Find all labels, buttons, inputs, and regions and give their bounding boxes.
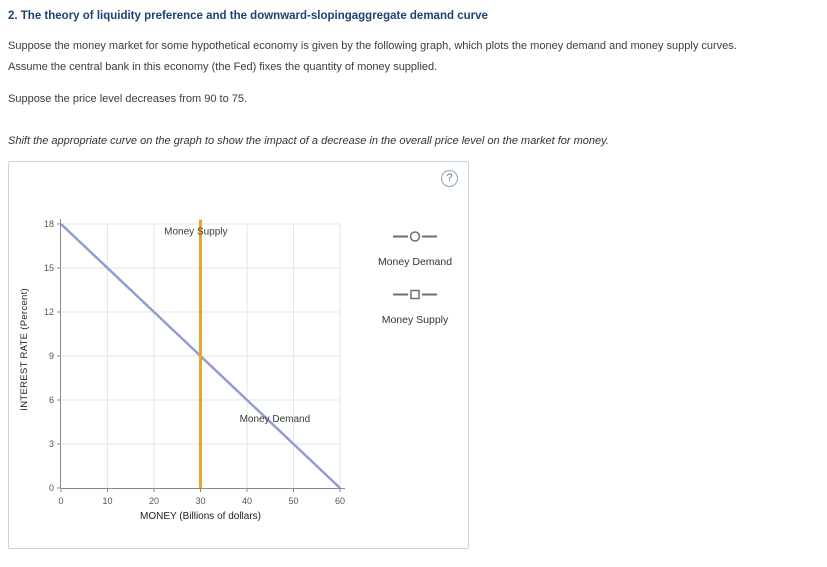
money-demand-handle-icon bbox=[393, 231, 437, 242]
graph-panel: ? INTEREST RATE (Percent) 0 10 20 30 40 50 60 0… bbox=[8, 161, 469, 549]
x-tick-label: 50 bbox=[288, 496, 298, 506]
legend-item-money-demand: Money Demand bbox=[378, 230, 452, 268]
legend-label-money-demand: Money Demand bbox=[377, 256, 453, 268]
y-tick-label: 15 bbox=[44, 263, 54, 273]
x-tick-label: 10 bbox=[102, 496, 112, 506]
chart-legend: Money Demand Money Supply bbox=[367, 210, 463, 346]
y-tick-label: 3 bbox=[49, 439, 54, 449]
x-tick-label: 20 bbox=[149, 496, 159, 506]
intro-paragraph-line2: Assume the central bank in this economy … bbox=[8, 61, 438, 73]
y-tick-label: 18 bbox=[44, 219, 54, 229]
legend-item-money-supply: Money Supply bbox=[381, 288, 449, 326]
money-demand-curve-label: Money Demand bbox=[240, 414, 311, 425]
y-tick-label: 12 bbox=[44, 307, 54, 317]
x-tick-label: 40 bbox=[242, 496, 252, 506]
help-icon[interactable]: ? bbox=[441, 170, 458, 187]
y-tick-label: 6 bbox=[49, 395, 54, 405]
price-level-paragraph: Suppose the price level decreases from 9… bbox=[8, 93, 248, 105]
money-supply-curve-label: Money Supply bbox=[164, 226, 227, 237]
x-tick-label: 30 bbox=[195, 496, 205, 506]
page-title: 2. The theory of liquidity preference an… bbox=[8, 10, 488, 22]
money-market-chart[interactable]: 0 10 20 30 40 50 60 0 3 6 9 12 15 18 Money Demand Money… bbox=[31, 210, 355, 540]
legend-label-money-supply: Money Supply bbox=[381, 314, 449, 326]
y-tick-label: 0 bbox=[49, 483, 54, 493]
task-instruction: Shift the appropriate curve on the graph… bbox=[8, 135, 609, 147]
x-tick-label: 0 bbox=[58, 496, 63, 506]
y-tick-label: 9 bbox=[49, 351, 54, 361]
money-supply-handle-icon bbox=[392, 289, 437, 300]
chart-area: INTEREST RATE (Percent) 0 10 20 30 40 50 60 0 3 6… bbox=[9, 162, 468, 540]
y-axis-label: INTEREST RATE (Percent) bbox=[18, 287, 30, 411]
intro-paragraph-line1: Suppose the money market for some hypoth… bbox=[8, 40, 737, 52]
x-tick-label: 60 bbox=[335, 496, 345, 506]
x-axis-label: MONEY (Billions of dollars) bbox=[140, 511, 261, 522]
